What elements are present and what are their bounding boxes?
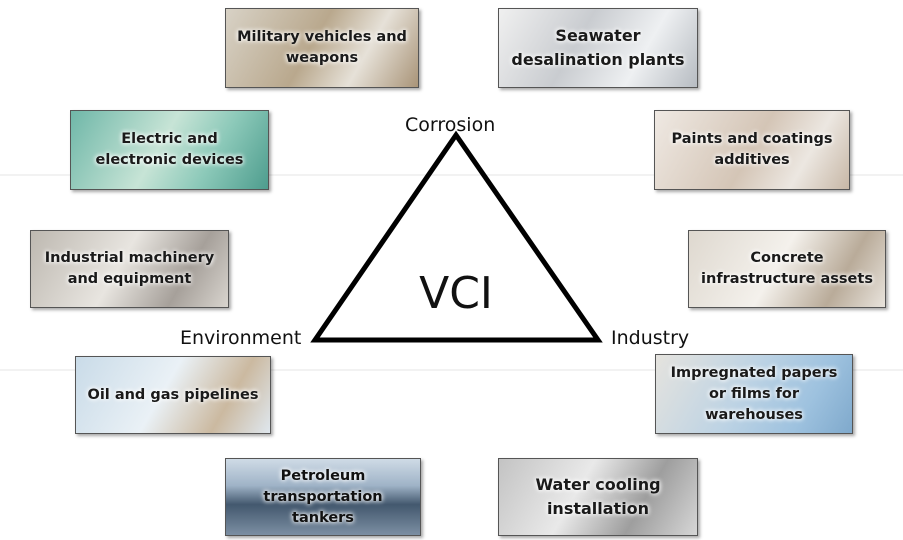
node-label: Impregnated papers or films for warehous… xyxy=(666,363,842,426)
node-label: Oil and gas pipelines xyxy=(88,385,259,406)
node-label: Seawater desalination plants xyxy=(509,24,687,72)
node: Industrial machinery and equipment xyxy=(30,230,229,308)
node: Petroleum transportation tankers xyxy=(225,458,421,536)
node: Oil and gas pipelines xyxy=(75,356,271,434)
node: Concrete infrastructure assets xyxy=(688,230,886,308)
node-label: Military vehicles and weapons xyxy=(236,27,408,69)
node: Electric and electronic devices xyxy=(70,110,269,190)
vertex-label: Environment xyxy=(180,327,301,349)
node-label: Petroleum transportation tankers xyxy=(236,466,410,529)
node-label: Industrial machinery and equipment xyxy=(41,248,218,290)
vertex-label: Corrosion xyxy=(405,114,495,136)
node-label: Concrete infrastructure assets xyxy=(699,248,875,290)
node: Water cooling installation xyxy=(498,458,698,536)
node-label: Water cooling installation xyxy=(509,473,687,521)
center-label: VCI xyxy=(419,268,493,319)
node: Seawater desalination plants xyxy=(498,8,698,88)
node-label: Paints and coatings additives xyxy=(665,129,839,171)
node: Paints and coatings additives xyxy=(654,110,850,190)
vertex-label: Industry xyxy=(611,327,689,349)
page: {"center": "VCI", "vertices": {"top": "C… xyxy=(0,0,903,540)
node: Military vehicles and weapons xyxy=(225,8,419,88)
node: Impregnated papers or films for warehous… xyxy=(655,354,853,434)
node-label: Electric and electronic devices xyxy=(81,129,258,171)
